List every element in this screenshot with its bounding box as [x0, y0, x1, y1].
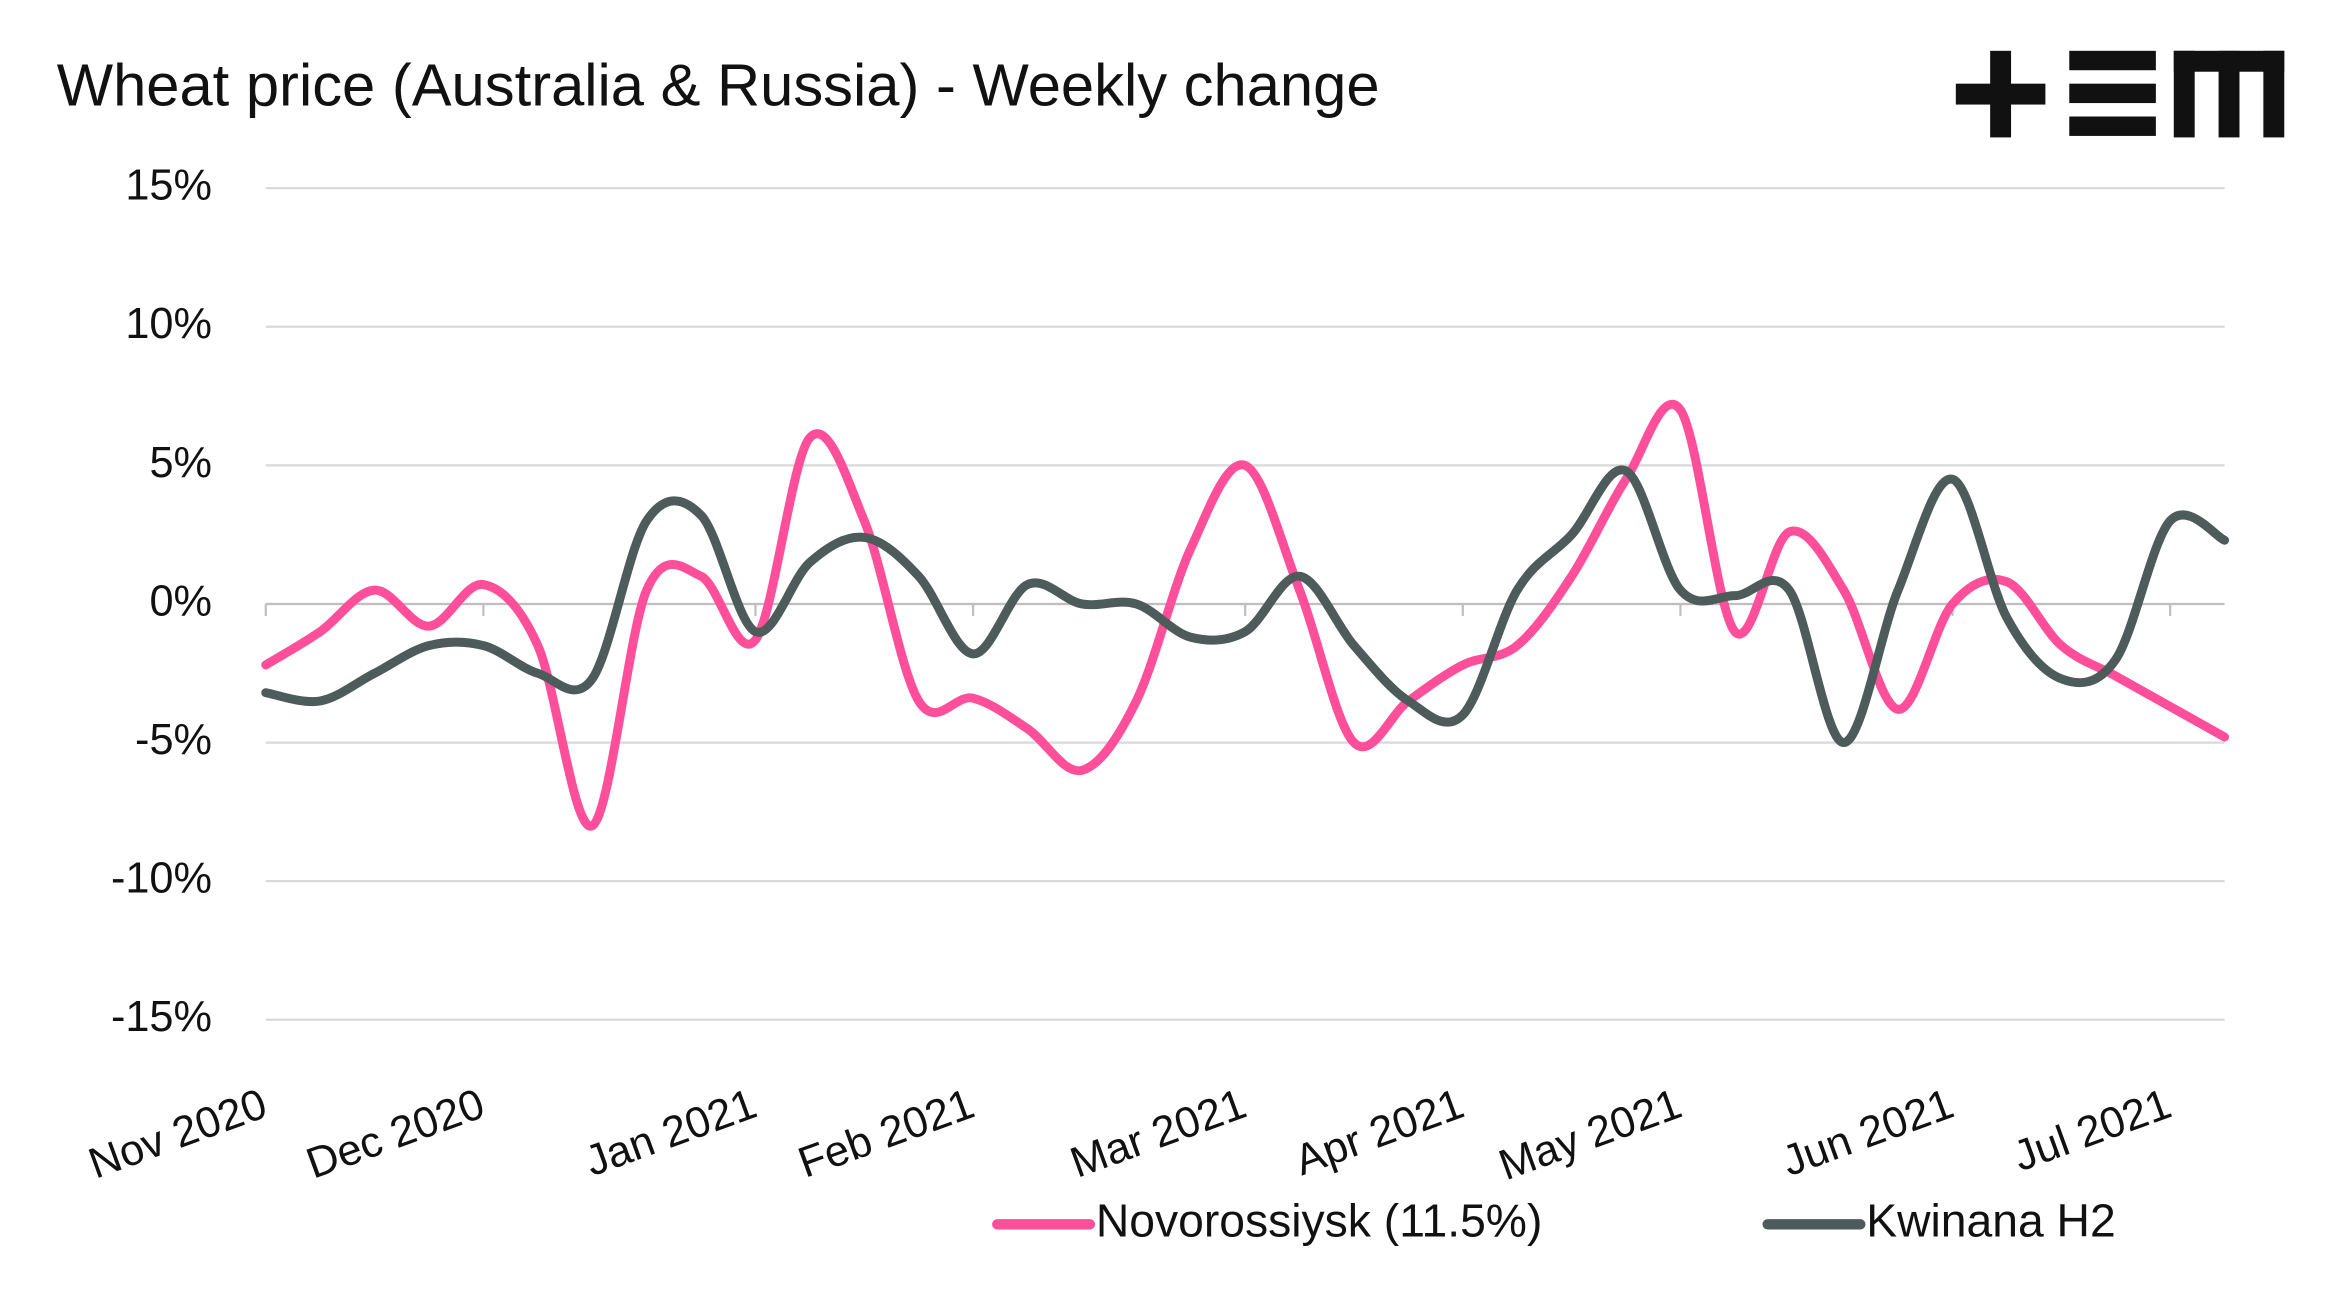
- y-tick-label: -15%: [111, 993, 212, 1041]
- y-tick-label: 0%: [149, 577, 212, 625]
- legend-label: Novorossiysk (11.5%): [1096, 1195, 1543, 1247]
- y-tick-label: -5%: [135, 716, 212, 764]
- series-line: [261, 399, 2230, 831]
- y-tick-label: 15%: [125, 162, 212, 210]
- chart-title: Wheat price (Australia & Russia) - Weekl…: [57, 51, 1380, 118]
- series-line: [261, 465, 2230, 748]
- y-tick-label: -10%: [111, 855, 212, 903]
- y-tick-label: 5%: [149, 439, 212, 487]
- logo: [1955, 50, 2285, 138]
- legend-label: Kwinana H2: [1866, 1195, 2115, 1247]
- y-tick-label: 10%: [125, 300, 212, 348]
